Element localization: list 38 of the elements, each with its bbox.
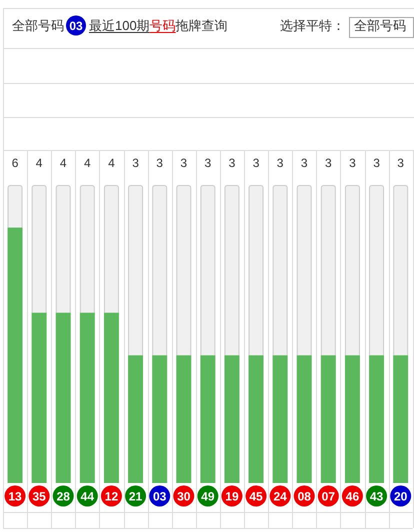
x-tick-label: 30 <box>177 490 191 504</box>
data-label: 3 <box>325 156 332 170</box>
x-tick-label: 35 <box>32 490 46 504</box>
data-label: 4 <box>60 156 67 170</box>
x-tick-label: 03 <box>152 490 167 504</box>
x-tick-label: 20 <box>394 490 408 504</box>
data-label: 3 <box>252 156 260 170</box>
data-label: 6 <box>12 156 19 170</box>
data-label: 3 <box>204 156 212 170</box>
x-tick-label: 07 <box>322 490 336 504</box>
data-label: 3 <box>180 156 188 170</box>
select-control: 全部号码 <box>349 17 414 38</box>
x-tick-label: 28 <box>56 490 70 504</box>
data-label: 4 <box>84 156 92 170</box>
x-tick-label: 08 <box>298 490 312 504</box>
x-tick-label: 19 <box>225 490 239 504</box>
x-tick-label: 13 <box>8 490 22 504</box>
x-tick-label: 46 <box>346 490 360 504</box>
selected-number: 03 <box>66 16 86 36</box>
data-label: 3 <box>228 156 236 170</box>
data-label: 4 <box>108 156 116 170</box>
data-label: 3 <box>373 156 380 170</box>
x-tick-label: 12 <box>104 490 118 504</box>
data-label: 3 <box>276 156 284 170</box>
data-label: 3 <box>397 156 404 170</box>
header-label: 全部号码 <box>12 18 64 33</box>
data-label: 4 <box>36 156 43 170</box>
data-label: 3 <box>132 156 140 170</box>
data-label: 3 <box>349 156 356 170</box>
x-tick-label: 45 <box>249 490 264 504</box>
select-label: 选择平特： <box>280 18 345 33</box>
x-tick-label: 21 <box>128 490 143 504</box>
x-tick-label: 44 <box>80 490 94 504</box>
data-label: 3 <box>300 156 308 170</box>
x-tick-label: 49 <box>201 490 215 504</box>
x-tick-label: 43 <box>370 490 384 504</box>
data-label: 3 <box>156 156 164 170</box>
x-tick-label: 24 <box>273 490 288 504</box>
